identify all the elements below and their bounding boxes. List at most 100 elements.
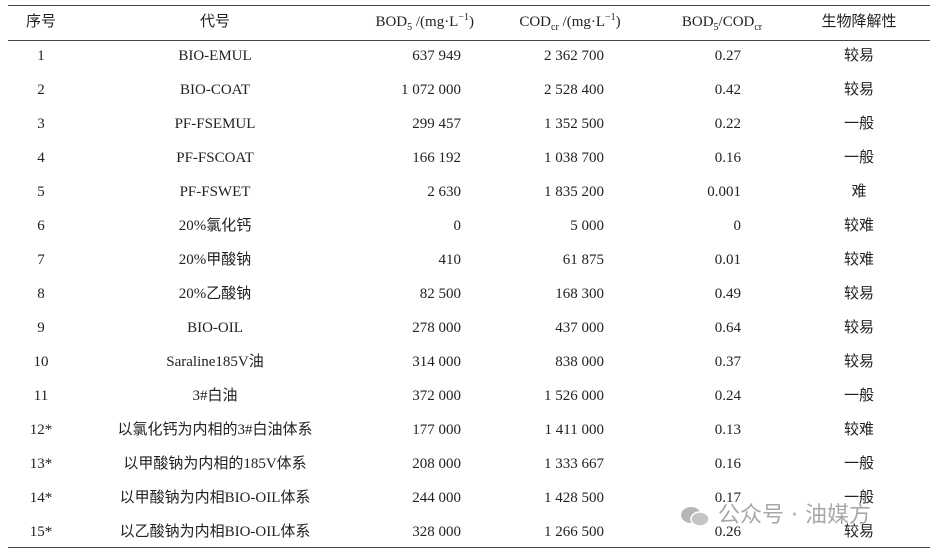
table-cell: 2 630 (427, 184, 461, 200)
table-cell: 10 (33, 354, 49, 370)
table-cell: 2 528 400 (544, 82, 604, 98)
table-cell: 1 526 000 (544, 388, 604, 404)
table-cell: 410 (438, 252, 462, 268)
table-cell: 0.16 (714, 456, 741, 472)
table-cell: 1 072 000 (401, 82, 461, 98)
table-cell: 5 (37, 184, 45, 200)
table-cell: 372 000 (412, 388, 461, 404)
header-cell: CODcr /(mg·L−1) (519, 12, 621, 33)
table-cell: 2 362 700 (544, 48, 604, 64)
table-cell: 838 000 (555, 354, 604, 370)
text: ) (469, 14, 474, 30)
table-cell: 0 (453, 218, 462, 234)
table-cell: 244 000 (412, 490, 461, 506)
table-cell: 1 835 200 (544, 184, 604, 200)
watermark-text: 公众号 · 油媒方 (718, 503, 871, 528)
table-cell: 较易 (843, 286, 875, 302)
table-cell: 15* (29, 524, 53, 540)
table-cell: BIO-EMUL (178, 48, 252, 64)
text: BOD (681, 14, 714, 30)
table-cell: 3#白油 (192, 388, 238, 404)
table-cell: 82 500 (419, 286, 461, 302)
table-cell: 1 038 700 (544, 150, 604, 166)
text: 5 (713, 22, 719, 33)
table-cell: 较难 (843, 252, 875, 268)
table-cell: 20%甲酸钠 (178, 252, 252, 268)
table-cell: 0.64 (714, 320, 741, 336)
table-cell: 208 000 (412, 456, 461, 472)
table-cell: 299 457 (412, 116, 461, 132)
table-cell: 0.01 (714, 252, 741, 268)
text: −1 (458, 12, 469, 23)
text: ) (615, 14, 621, 30)
table-cell: 7 (37, 252, 45, 268)
table-cell: 0.17 (714, 490, 741, 506)
text: cr (551, 22, 559, 33)
table-cell: 以氯化钙为内相的3#白油体系 (117, 422, 313, 438)
table-cell: 168 300 (555, 286, 604, 302)
table-cell: 0.24 (714, 388, 741, 404)
text: BOD (375, 14, 408, 30)
table-cell: 难 (851, 184, 867, 200)
text: −1 (605, 12, 616, 23)
table-cell: 1 (37, 48, 45, 64)
table-cell: 一般 (843, 456, 875, 472)
text: /COD (718, 14, 755, 30)
table-cell: 0.37 (714, 354, 741, 370)
table-cell: 0.16 (714, 150, 741, 166)
table-cell: 20%乙酸钠 (178, 286, 252, 302)
table-cell: 4 (37, 150, 45, 166)
wechat-icon (681, 507, 710, 527)
rule (8, 40, 930, 41)
table-cell: 0.42 (714, 82, 741, 98)
table-cell: PF-FSCOAT (176, 150, 254, 166)
table-cell: 5 000 (570, 218, 604, 234)
text: cr (754, 22, 763, 33)
text: 5 (407, 22, 413, 33)
table-cell: 较易 (843, 354, 875, 370)
table-cell: 3 (37, 116, 45, 132)
table-cell: 1 333 667 (544, 456, 604, 472)
header-cell: 代号 (199, 14, 231, 30)
table-cell: BIO-COAT (180, 82, 250, 98)
table-cell: 0.26 (714, 524, 741, 540)
table-cell: 1 411 000 (544, 422, 604, 438)
table-cell: 0 (733, 218, 742, 234)
table-cell: 0.27 (714, 48, 741, 64)
table-cell: 2 (37, 82, 45, 98)
text: /(mg·L (412, 14, 459, 30)
table-cell: 1 428 500 (544, 490, 604, 506)
header-cell: 生物降解性 (821, 14, 897, 30)
table-cell: 一般 (843, 490, 875, 506)
table-cell: 278 000 (412, 320, 461, 336)
table-cell: 0.49 (714, 286, 741, 302)
rule (8, 547, 930, 548)
table-cell: 0.22 (714, 116, 741, 132)
table-cell: PF-FSWET (179, 184, 251, 200)
table-cell: 61 875 (562, 252, 604, 268)
table-cell: 较易 (843, 48, 875, 64)
table-cell: 166 192 (412, 150, 461, 166)
table-cell: PF-FSEMUL (174, 116, 256, 132)
table-cell: 较易 (843, 82, 875, 98)
table-cell: 9 (37, 320, 45, 336)
text: /(mg·L (558, 14, 606, 30)
table-cell: 0.13 (714, 422, 741, 438)
table-cell: 637 949 (412, 48, 461, 64)
table-cell: BIO-OIL (187, 320, 243, 336)
table-cell: 一般 (843, 150, 875, 166)
table-cell: 1 352 500 (544, 116, 604, 132)
table-cell: 较难 (843, 422, 875, 438)
table-cell: 11 (33, 388, 49, 404)
header-cell: 序号 (25, 14, 57, 30)
table-cell: 以甲酸钠为内相BIO-OIL体系 (119, 490, 311, 506)
table-cell: 437 000 (555, 320, 604, 336)
table-cell: 8 (37, 286, 45, 302)
table-cell: 0.001 (707, 184, 741, 200)
table-cell: 1 266 500 (544, 524, 604, 540)
text: COD (519, 14, 551, 30)
table-cell: 一般 (843, 116, 875, 132)
table-cell: 一般 (843, 388, 875, 404)
watermark: 公众号 · 油媒方 (680, 497, 871, 529)
